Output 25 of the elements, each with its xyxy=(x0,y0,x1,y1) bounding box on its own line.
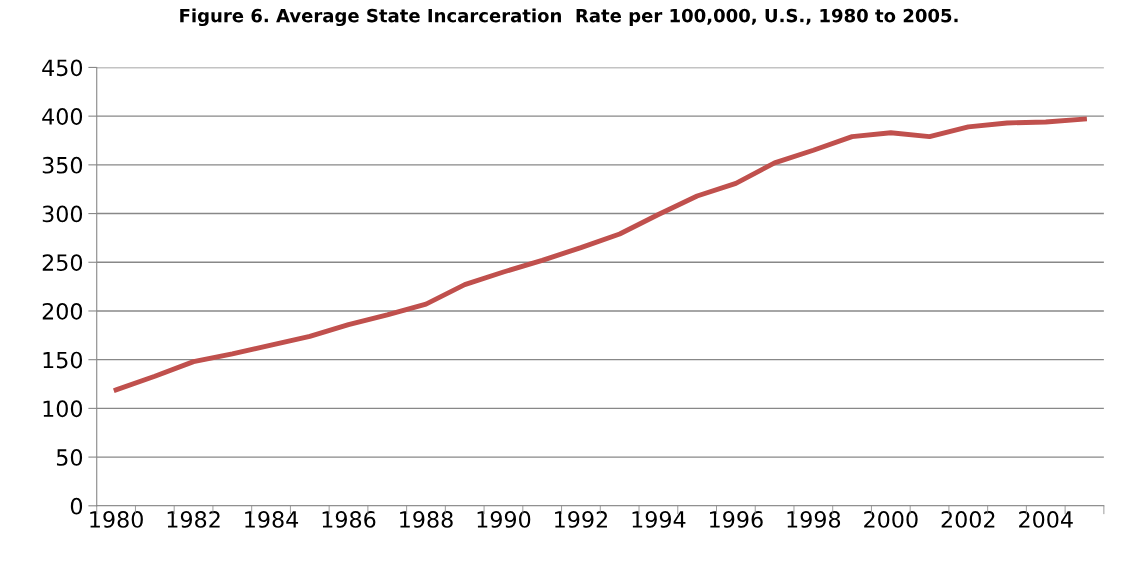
x-tick-label: 2002 xyxy=(941,511,995,528)
x-tick-label: 1996 xyxy=(710,511,763,528)
y-tick-label: 200 xyxy=(42,302,83,320)
y-tick-label: 400 xyxy=(42,108,83,125)
x-tick-label: 2000 xyxy=(864,511,918,528)
x-tick-label: 1992 xyxy=(555,511,607,528)
x-tick-label: 1980 xyxy=(90,511,143,528)
y-tick-label: 0 xyxy=(70,497,83,515)
x-tick-label: 1990 xyxy=(477,511,531,528)
y-tick-label: 300 xyxy=(42,205,83,223)
x-tick-label: 1986 xyxy=(322,511,376,528)
y-tick-label: 100 xyxy=(43,400,83,418)
x-tick-label: 1998 xyxy=(787,511,841,528)
y-tick-label: 150 xyxy=(43,351,83,369)
x-tick-label: 2004 xyxy=(1019,511,1073,528)
y-tick-label: 450 xyxy=(42,59,83,77)
line-series xyxy=(113,116,1087,393)
x-tick-label: 1994 xyxy=(632,511,686,528)
x-tick-label: 1988 xyxy=(400,511,453,528)
y-tick-label: 50 xyxy=(56,449,83,466)
x-tick-label: 1982 xyxy=(167,511,220,528)
y-tick-label: 250 xyxy=(42,254,83,272)
x-tick-label: 1984 xyxy=(245,511,299,528)
y-tick-label: 350 xyxy=(42,156,83,174)
chart-title: Figure 6. Average State Incarceration Rate per 100,000, U.S., 1980 to 2005. xyxy=(180,8,958,27)
